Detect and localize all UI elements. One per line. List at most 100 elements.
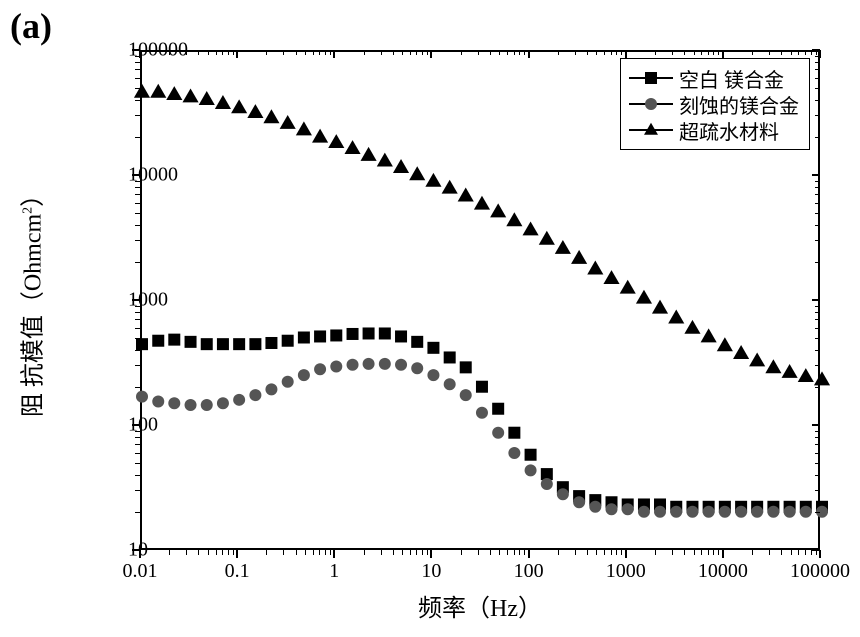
y-minor-tick-right bbox=[815, 365, 820, 366]
data-point bbox=[298, 369, 310, 381]
legend-item: 刻蚀的镁合金 bbox=[629, 91, 799, 117]
y-minor-tick-right bbox=[815, 490, 820, 491]
x-tick-top bbox=[333, 50, 335, 58]
data-point bbox=[201, 399, 213, 411]
x-tick bbox=[819, 550, 821, 558]
data-point bbox=[638, 506, 650, 518]
x-minor-tick bbox=[364, 550, 365, 555]
y-minor-tick-right bbox=[815, 56, 820, 57]
data-point bbox=[168, 334, 180, 346]
data-point bbox=[782, 364, 798, 378]
y-axis-label: 阻 抗模值（Ohmcm2） bbox=[13, 183, 48, 417]
x-tick-top bbox=[236, 50, 238, 58]
x-minor-tick-top bbox=[596, 50, 597, 55]
legend-label: 空白 镁合金 bbox=[679, 64, 784, 93]
data-point bbox=[265, 383, 277, 395]
y-tick-right bbox=[812, 174, 820, 176]
x-minor-tick bbox=[604, 550, 605, 555]
data-point bbox=[411, 336, 423, 348]
legend-item: 空白 镁合金 bbox=[629, 65, 799, 91]
data-point bbox=[425, 173, 441, 187]
y-minor-tick-right bbox=[815, 262, 820, 263]
x-tick bbox=[528, 550, 530, 558]
triangle-icon bbox=[644, 123, 658, 135]
data-point bbox=[784, 506, 796, 518]
data-point bbox=[330, 360, 342, 372]
data-point bbox=[152, 335, 164, 347]
y-minor-tick-right bbox=[815, 350, 820, 351]
data-point bbox=[199, 91, 215, 105]
data-point bbox=[249, 389, 261, 401]
x-minor-tick bbox=[655, 550, 656, 555]
x-minor-tick-top bbox=[381, 50, 382, 55]
y-minor-tick bbox=[135, 350, 140, 351]
x-tick-top bbox=[625, 50, 627, 58]
x-minor-tick-top bbox=[427, 50, 428, 55]
data-point bbox=[215, 95, 231, 109]
y-minor-tick bbox=[135, 62, 140, 63]
y-minor-tick bbox=[135, 203, 140, 204]
x-minor-tick bbox=[305, 550, 306, 555]
y-minor-tick bbox=[135, 490, 140, 491]
x-minor-tick-top bbox=[558, 50, 559, 55]
data-point bbox=[670, 506, 682, 518]
x-minor-tick-top bbox=[575, 50, 576, 55]
data-point bbox=[719, 506, 731, 518]
x-axis-label: 频率（Hz） bbox=[418, 588, 542, 623]
data-point bbox=[361, 147, 377, 161]
x-minor-tick bbox=[330, 550, 331, 555]
data-point bbox=[703, 506, 715, 518]
x-minor-tick bbox=[169, 550, 170, 555]
data-point bbox=[201, 338, 213, 350]
x-minor-tick bbox=[519, 550, 520, 555]
x-minor-tick-top bbox=[283, 50, 284, 55]
x-minor-tick-top bbox=[587, 50, 588, 55]
data-point bbox=[393, 159, 409, 173]
data-point bbox=[150, 84, 166, 98]
data-point bbox=[263, 109, 279, 123]
panel-label: (a) bbox=[10, 5, 52, 47]
x-minor-tick bbox=[233, 550, 234, 555]
data-point bbox=[541, 478, 553, 490]
y-minor-tick bbox=[135, 463, 140, 464]
data-point bbox=[684, 320, 700, 334]
y-tick-right bbox=[812, 549, 820, 551]
data-point bbox=[347, 359, 359, 371]
x-tick-label: 0.01 bbox=[123, 560, 158, 583]
y-minor-tick-right bbox=[815, 78, 820, 79]
x-minor-tick-top bbox=[752, 50, 753, 55]
data-point bbox=[523, 221, 539, 235]
legend: 空白 镁合金刻蚀的镁合金超疏水材料 bbox=[620, 58, 810, 150]
y-minor-tick bbox=[135, 262, 140, 263]
data-point bbox=[409, 166, 425, 180]
data-point bbox=[622, 503, 634, 515]
y-minor-tick bbox=[135, 475, 140, 476]
y-minor-tick-right bbox=[815, 437, 820, 438]
x-minor-tick bbox=[222, 550, 223, 555]
x-minor-tick-top bbox=[313, 50, 314, 55]
data-point bbox=[298, 331, 310, 343]
data-point bbox=[800, 506, 812, 518]
data-point bbox=[314, 330, 326, 342]
data-point bbox=[606, 503, 618, 515]
data-point bbox=[166, 86, 182, 100]
x-minor-tick bbox=[461, 550, 462, 555]
x-minor-tick-top bbox=[781, 50, 782, 55]
data-point bbox=[654, 506, 666, 518]
x-minor-tick bbox=[596, 550, 597, 555]
x-minor-tick-top bbox=[416, 50, 417, 55]
y-minor-tick bbox=[135, 387, 140, 388]
x-minor-tick bbox=[587, 550, 588, 555]
x-minor-tick bbox=[499, 550, 500, 555]
data-point bbox=[444, 378, 456, 390]
x-minor-tick bbox=[718, 550, 719, 555]
data-point bbox=[636, 290, 652, 304]
legend-item: 超疏水材料 bbox=[629, 117, 799, 143]
data-point bbox=[735, 506, 747, 518]
data-point bbox=[265, 337, 277, 349]
data-point bbox=[458, 188, 474, 202]
data-point bbox=[701, 328, 717, 342]
x-minor-tick-top bbox=[325, 50, 326, 55]
x-minor-tick bbox=[381, 550, 382, 555]
x-minor-tick-top bbox=[519, 50, 520, 55]
